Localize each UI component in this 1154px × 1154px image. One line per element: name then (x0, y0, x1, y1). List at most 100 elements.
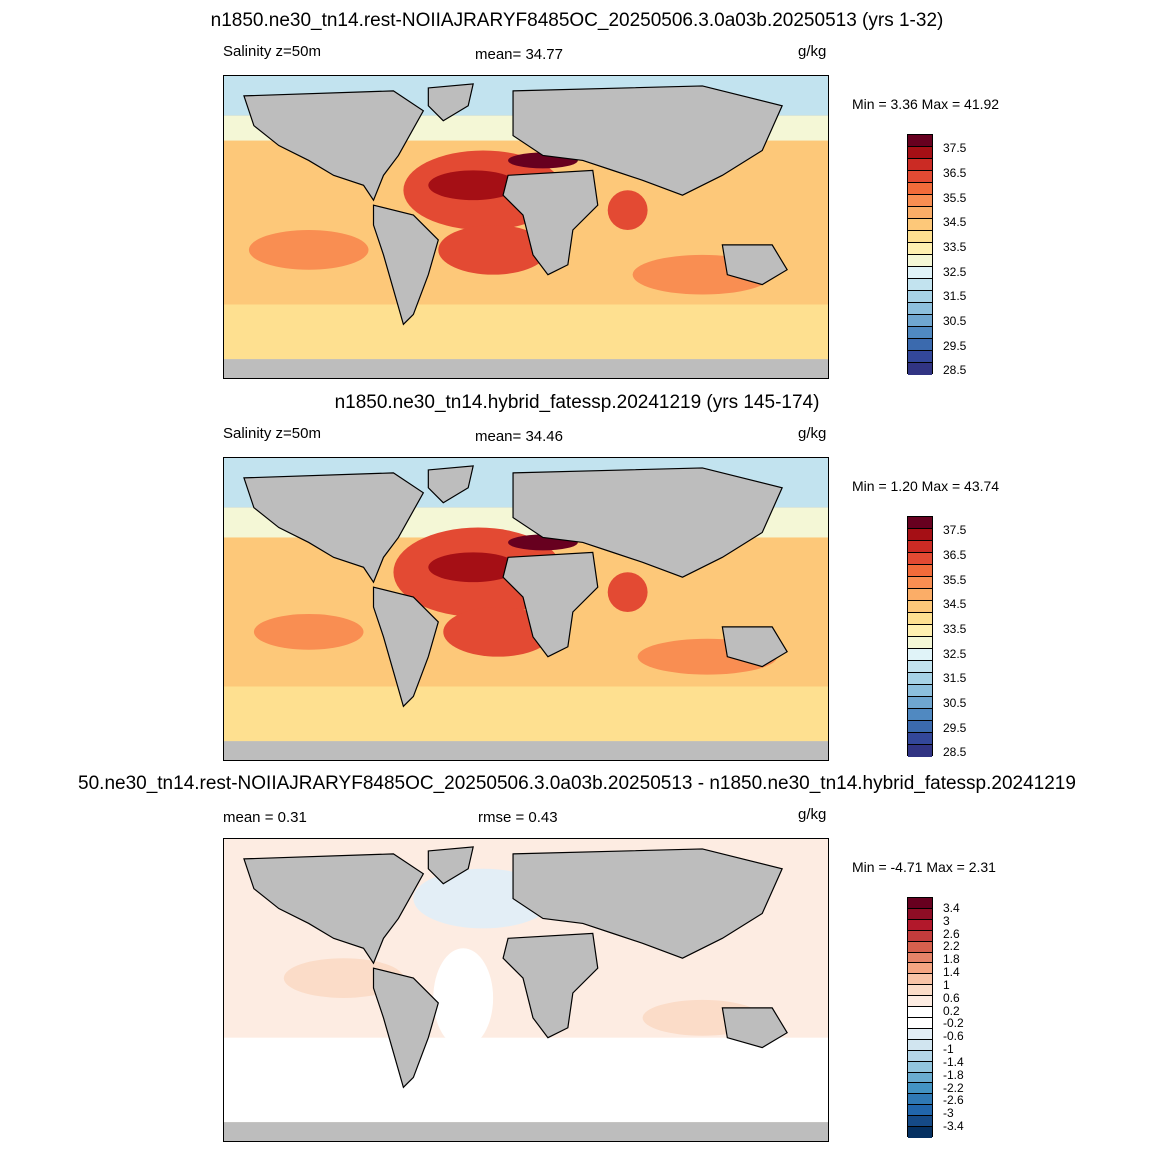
colorbar-swatch (908, 963, 932, 975)
colorbar-swatch (908, 649, 932, 661)
colorbar-swatch (908, 919, 932, 931)
colorbar-swatch (908, 291, 932, 303)
colorbar-swatch (908, 517, 932, 529)
colorbar-swatch (908, 1083, 932, 1095)
colorbar-swatch (908, 589, 932, 601)
colorbar-swatch (908, 577, 932, 589)
colorbar-swatch (908, 941, 932, 953)
colorbar-swatch (908, 327, 932, 339)
colorbar-swatch (908, 231, 932, 243)
colorbar-label: 33.5 (943, 622, 967, 637)
colorbar-swatch (908, 243, 932, 255)
colorbar-swatch (908, 1061, 932, 1073)
colorbar-swatch (908, 303, 932, 315)
panel-title: 50.ne30_tn14.rest-NOIIAJRARYF8485OC_2025… (78, 773, 1076, 794)
colorbar-swatch (908, 1094, 932, 1106)
min-max-label: Min = -4.71 Max = 2.31 (852, 859, 996, 875)
colorbar-swatch (908, 974, 932, 986)
colorbar-swatch (908, 637, 932, 649)
colorbar-label: 32.5 (943, 646, 967, 661)
colorbar-swatch (908, 697, 932, 709)
colorbar-label: 32.5 (943, 264, 967, 279)
colorbar-swatch (908, 363, 932, 375)
colorbar-swatch (908, 1039, 932, 1051)
colorbar-label: -1.8 (943, 1067, 964, 1082)
colorbar-swatch (908, 1116, 932, 1128)
colorbar-swatch (908, 339, 932, 351)
colorbar-label: 35.5 (943, 572, 967, 587)
colorbar-swatch (908, 673, 932, 685)
land-mask (243, 465, 788, 708)
colorbar-label: 36.5 (943, 548, 967, 563)
salinity-map (223, 457, 829, 761)
colorbar-label: 29.5 (943, 720, 967, 735)
colorbar-label: 34.5 (943, 597, 967, 612)
colorbar-swatch (908, 898, 932, 909)
colorbar-swatch (908, 1105, 932, 1117)
units-label: g/kg (798, 425, 827, 442)
colorbar-swatch (908, 930, 932, 942)
colorbar-swatch (908, 661, 932, 673)
rmse-label: rmse = 0.43 (478, 809, 558, 826)
colorbar-swatch (908, 721, 932, 733)
colorbar-swatch (908, 733, 932, 745)
colorbar-label: -0.2 (943, 1016, 964, 1031)
colorbar-label: 1 (943, 977, 950, 992)
colorbar-swatch (908, 1007, 932, 1018)
colorbar-swatch (908, 745, 932, 757)
colorbar-label: 36.5 (943, 166, 967, 181)
colorbar-label: -3 (943, 1106, 954, 1121)
colorbar-swatch (908, 709, 932, 721)
colorbar-swatch (908, 159, 932, 171)
salinity-map (223, 75, 829, 379)
colorbar-swatch (908, 1017, 932, 1029)
colorbar-label: 2.6 (943, 926, 960, 941)
colorbar-label: 31.5 (943, 289, 967, 304)
colorbar-label: 30.5 (943, 696, 967, 711)
colorbar-label: -1 (943, 1042, 954, 1057)
colorbar-label: 1.4 (943, 965, 960, 980)
colorbar-label: 28.5 (943, 363, 967, 378)
min-max-label: Min = 3.36 Max = 41.92 (852, 96, 1000, 112)
mean-label: mean = 0.31 (223, 809, 307, 826)
colorbar-swatch (908, 985, 932, 997)
colorbar-swatch (908, 351, 932, 363)
colorbar-swatch (908, 625, 932, 637)
colorbar-swatch (908, 219, 932, 231)
min-max-label: Min = 1.20 Max = 43.74 (852, 478, 1000, 494)
colorbar-swatch (908, 1072, 932, 1084)
colorbar (907, 897, 933, 1138)
colorbar-swatch (908, 255, 932, 267)
colorbar-swatch (908, 207, 932, 219)
colorbar-swatch (908, 135, 932, 147)
land-mask (243, 83, 788, 326)
panel-title: n1850.ne30_tn14.hybrid_fatessp.20241219 … (334, 392, 820, 413)
colorbar-label: 34.5 (943, 215, 967, 230)
colorbar-swatch (908, 1050, 932, 1062)
colorbar-swatch (908, 685, 932, 697)
colorbar-label: 0.2 (943, 1003, 960, 1018)
colorbar-label: 31.5 (943, 671, 967, 686)
mean-label: mean= 34.46 (475, 428, 563, 445)
colorbar-swatch (908, 601, 932, 613)
colorbar-swatch (908, 1127, 932, 1138)
colorbar-label: -0.6 (943, 1029, 964, 1044)
mean-label: mean= 34.77 (475, 46, 563, 63)
colorbar-label: 33.5 (943, 240, 967, 255)
colorbar-label: 30.5 (943, 314, 967, 329)
colorbar-swatch (908, 171, 932, 183)
colorbar-label: 1.8 (943, 952, 960, 967)
colorbar-label: 3 (943, 913, 950, 928)
colorbar-label: 28.5 (943, 745, 967, 760)
colorbar-swatch (908, 952, 932, 964)
variable-label: Salinity z=50m (223, 43, 321, 60)
colorbar-label: 37.5 (943, 523, 967, 538)
colorbar-swatch (908, 195, 932, 207)
colorbar-swatch (908, 1028, 932, 1040)
land-mask (243, 846, 788, 1089)
colorbar-swatch (908, 315, 932, 327)
units-label: g/kg (798, 806, 827, 823)
variable-label: Salinity z=50m (223, 425, 321, 442)
colorbar-swatch (908, 267, 932, 279)
difference-map (223, 838, 829, 1142)
